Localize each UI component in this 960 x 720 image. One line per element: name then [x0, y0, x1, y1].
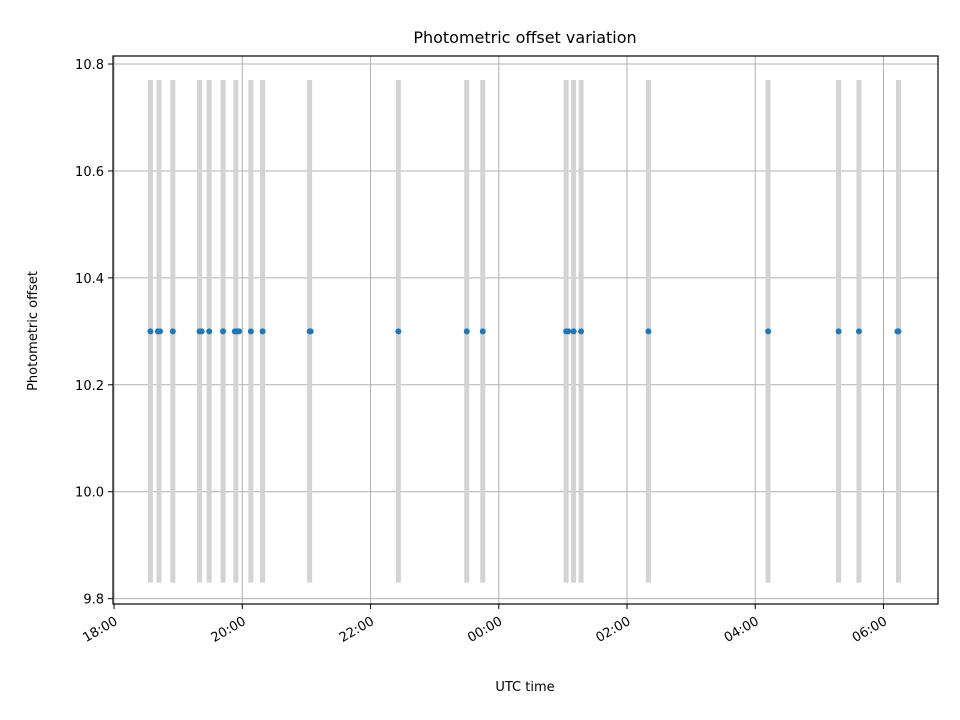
y-tick-label: 10.6: [75, 165, 104, 180]
plot-frame: [112, 55, 939, 605]
chart-title: Photometric offset variation: [413, 28, 636, 47]
y-tick-label: 10.0: [75, 486, 104, 501]
data-point: [236, 328, 243, 335]
data-point: [198, 328, 205, 335]
data-point: [395, 328, 402, 335]
data-point: [157, 328, 164, 335]
y-axis: 9.8 10.0 10.2 10.4 10.6 10.8: [75, 58, 113, 608]
y-tick-label: 10.2: [75, 379, 104, 394]
y-axis-label: Photometric offset: [26, 271, 41, 391]
data-point: [765, 328, 772, 335]
data-point: [220, 328, 227, 335]
data-point: [565, 328, 572, 335]
data-point: [169, 328, 176, 335]
data-point: [570, 328, 577, 335]
data-point: [147, 328, 154, 335]
y-tick-label: 10.4: [75, 272, 104, 287]
data-point: [259, 328, 266, 335]
data-point: [247, 328, 254, 335]
data-point: [307, 328, 314, 335]
data-point: [206, 328, 213, 335]
data-point: [835, 328, 842, 335]
data-point: [578, 328, 585, 335]
y-tick-label: 10.8: [75, 58, 104, 73]
data-point: [645, 328, 652, 335]
x-axis-label: UTC time: [495, 680, 554, 695]
data-points: [147, 328, 902, 335]
data-point: [895, 328, 902, 335]
data-point: [479, 328, 486, 335]
data-point: [855, 328, 862, 335]
data-point: [463, 328, 470, 335]
y-tick-label: 9.8: [83, 593, 104, 608]
